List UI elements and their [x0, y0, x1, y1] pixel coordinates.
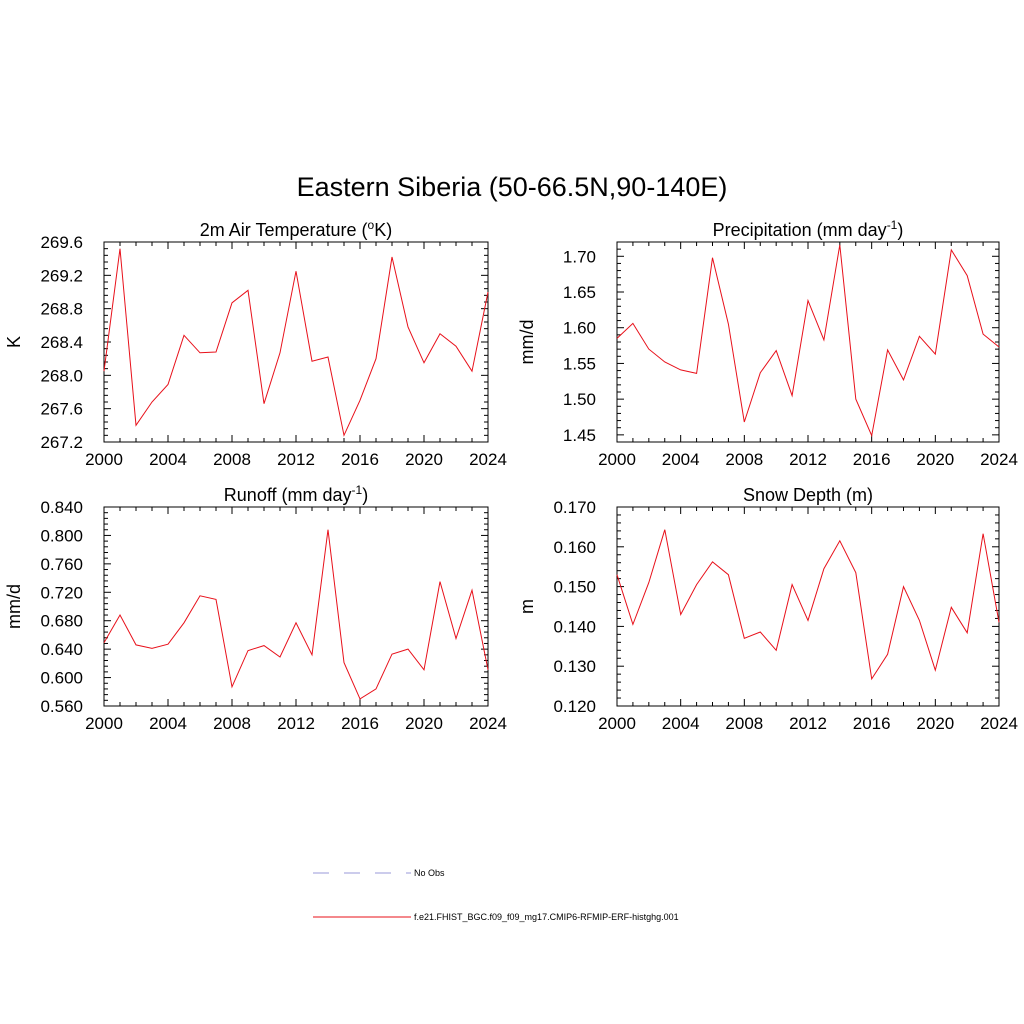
- series-line-model: [616, 244, 1000, 438]
- x-tick-label: 2000: [85, 450, 123, 469]
- x-tick-label: 2020: [916, 714, 954, 733]
- x-tick-label: 2008: [213, 714, 251, 733]
- y-tick-label: 0.560: [40, 697, 83, 716]
- y-axis-label: K: [4, 336, 24, 348]
- legend: No Obs f.e21.FHIST_BGC.f09_f09_mg17.CMIP6…: [313, 868, 679, 922]
- x-tick-label: 2024: [980, 714, 1018, 733]
- panels-group: 2000 2004 2008 2012 2016 2020 2024 267.2 267.6 26…: [4, 218, 1018, 733]
- x-tick-label: 2020: [916, 450, 954, 469]
- x-tick-label: 2000: [85, 714, 123, 733]
- x-tick-label: 2024: [980, 450, 1018, 469]
- y-tick-label: 268.4: [40, 333, 83, 352]
- y-tick-label: 1.55: [563, 354, 596, 373]
- panel-title: Runoff (mm day-1): [224, 483, 368, 505]
- x-tick-label: 2008: [725, 714, 763, 733]
- x-tick-label: 2000: [598, 450, 636, 469]
- panel-title: 2m Air Temperature (oK): [200, 218, 392, 240]
- y-tick-label: 0.120: [553, 697, 596, 716]
- y-tick-label: 267.6: [40, 400, 83, 419]
- y-tick-label: 268.0: [40, 366, 83, 385]
- panel-temp: 2000 2004 2008 2012 2016 2020 2024 267.2 267.6 26…: [4, 218, 507, 469]
- y-axis-label: mm/d: [517, 320, 537, 365]
- series-line-model: [616, 529, 1000, 681]
- y-tick-label: 1.60: [563, 319, 596, 338]
- series-line-model: [103, 248, 489, 437]
- x-tick-label: 2016: [341, 714, 379, 733]
- y-tick-label: 0.140: [553, 617, 596, 636]
- x-tick-label: 2020: [405, 450, 443, 469]
- panel-runoff: 2000 2004 2008 2012 2016 2020 2024 0.560 0.600 0.…: [4, 483, 507, 733]
- plot-frame: [616, 506, 1000, 707]
- x-tick-label: 2004: [662, 450, 700, 469]
- y-tick-label: 0.720: [40, 583, 83, 602]
- panel-title: Snow Depth (m): [743, 485, 873, 505]
- legend-label: f.e21.FHIST_BGC.f09_f09_mg17.CMIP6-RFMIP…: [414, 912, 679, 922]
- y-tick-label: 269.6: [40, 233, 83, 252]
- panel-snow: 2000 2004 2008 2012 2016 2020 2024 0.120 0.130 0.…: [517, 485, 1018, 733]
- x-tick-label: 2016: [341, 450, 379, 469]
- x-tick-label: 2016: [853, 714, 891, 733]
- x-tick-label: 2004: [149, 714, 187, 733]
- plot-frame: [616, 241, 1000, 443]
- x-tick-label: 2020: [405, 714, 443, 733]
- y-axis-label: mm/d: [4, 584, 24, 629]
- panel-title: Precipitation (mm day-1): [713, 218, 904, 240]
- y-tick-label: 0.600: [40, 669, 83, 688]
- x-tick-label: 2008: [725, 450, 763, 469]
- y-tick-label: 269.2: [40, 266, 83, 285]
- x-tick-label: 2000: [598, 714, 636, 733]
- y-tick-label: 1.70: [563, 247, 596, 266]
- y-tick-label: 268.8: [40, 300, 83, 319]
- y-tick-label: 0.840: [40, 498, 83, 517]
- x-tick-label: 2012: [789, 714, 827, 733]
- x-tick-label: 2004: [662, 714, 700, 733]
- y-tick-label: 0.680: [40, 612, 83, 631]
- series-line-model: [103, 529, 489, 700]
- y-axis-label: m: [517, 599, 537, 614]
- x-tick-label: 2012: [277, 714, 315, 733]
- x-tick-label: 2012: [277, 450, 315, 469]
- y-tick-label: 0.760: [40, 555, 83, 574]
- legend-label: No Obs: [414, 868, 445, 878]
- plot-frame: [103, 506, 489, 707]
- x-tick-label: 2024: [469, 714, 507, 733]
- x-tick-label: 2008: [213, 450, 251, 469]
- y-tick-label: 1.50: [563, 390, 596, 409]
- x-tick-label: 2024: [469, 450, 507, 469]
- y-tick-label: 0.160: [553, 538, 596, 557]
- y-tick-label: 1.65: [563, 283, 596, 302]
- y-tick-label: 0.640: [40, 640, 83, 659]
- x-tick-label: 2016: [853, 450, 891, 469]
- y-tick-label: 0.800: [40, 526, 83, 545]
- y-tick-label: 0.130: [553, 657, 596, 676]
- y-tick-label: 0.150: [553, 578, 596, 597]
- figure-title: Eastern Siberia (50-66.5N,90-140E): [297, 172, 728, 202]
- y-tick-label: 267.2: [40, 433, 83, 452]
- panel-precip: 2000 2004 2008 2012 2016 2020 2024 1.45 1.50 1.55…: [517, 218, 1018, 469]
- y-tick-label: 1.45: [563, 426, 596, 445]
- x-tick-label: 2012: [789, 450, 827, 469]
- x-tick-label: 2004: [149, 450, 187, 469]
- y-tick-label: 0.170: [553, 498, 596, 517]
